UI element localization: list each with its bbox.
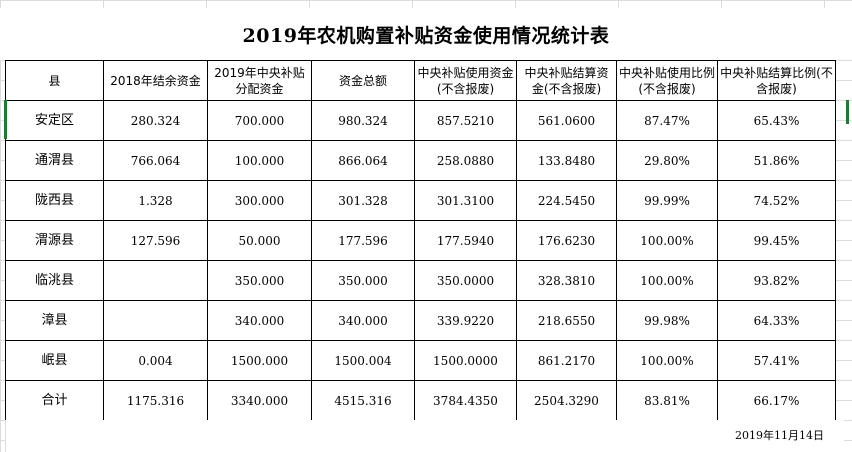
cell-use-ratio[interactable]: 100.00% bbox=[616, 220, 718, 261]
header-used[interactable]: 中央补贴使用资金(不含报废) bbox=[414, 60, 517, 101]
table-row: 陇西县 1.328 300.000 301.328 301.3100 224.5450 99… bbox=[5, 180, 836, 221]
subsidy-table: 县 2018年结余资金 2019年中央补贴分配资金 资金总额 中央补贴使用资金(… bbox=[5, 60, 836, 421]
table-row: 安定区 280.324 700.000 980.324 857.5210 561.0600… bbox=[5, 100, 836, 141]
cell-use-ratio[interactable]: 99.98% bbox=[616, 300, 718, 341]
cell-surplus-2018[interactable]: 1.328 bbox=[103, 180, 208, 221]
cell-settled[interactable]: 224.5450 bbox=[516, 180, 617, 221]
cell-used[interactable]: 177.5940 bbox=[414, 220, 517, 261]
cell-used[interactable]: 350.0000 bbox=[414, 260, 517, 301]
cell-settle-ratio[interactable]: 64.33% bbox=[717, 300, 836, 341]
cell-settle-ratio[interactable]: 74.52% bbox=[717, 180, 836, 221]
cell-allocated-2019[interactable]: 50.000 bbox=[207, 220, 312, 261]
table-title: 2019年农机购置补贴资金使用情况统计表 bbox=[0, 8, 852, 60]
cell-allocated-2019[interactable]: 700.000 bbox=[207, 100, 312, 141]
cell-settle-ratio[interactable]: 57.41% bbox=[717, 340, 836, 381]
header-total[interactable]: 资金总额 bbox=[311, 60, 415, 101]
report-date: 2019年11月14日 bbox=[733, 427, 826, 443]
cell-used[interactable]: 258.0880 bbox=[414, 140, 517, 181]
table-row: 岷县 0.004 1500.000 1500.004 1500.0000 861.2170… bbox=[5, 340, 836, 381]
cell-settle-ratio[interactable]: 93.82% bbox=[717, 260, 836, 301]
cell-settle-ratio[interactable]: 66.17% bbox=[717, 380, 836, 421]
header-settle-ratio[interactable]: 中央补贴结算比例(不含报废) bbox=[717, 60, 836, 101]
cell-used[interactable]: 339.9220 bbox=[414, 300, 517, 341]
cell-settled[interactable]: 176.6230 bbox=[516, 220, 617, 261]
cell-use-ratio[interactable]: 87.47% bbox=[616, 100, 718, 141]
cell-settled[interactable]: 133.8480 bbox=[516, 140, 617, 181]
cell-surplus-2018[interactable] bbox=[103, 300, 208, 341]
cell-surplus-2018[interactable]: 280.324 bbox=[103, 100, 208, 141]
cell-settled[interactable]: 218.6550 bbox=[516, 300, 617, 341]
cell-allocated-2019[interactable]: 1500.000 bbox=[207, 340, 312, 381]
cell-county[interactable]: 渭源县 bbox=[5, 220, 104, 261]
cell-county[interactable]: 通渭县 bbox=[5, 140, 104, 181]
cell-surplus-2018[interactable]: 766.064 bbox=[103, 140, 208, 181]
cell-settled[interactable]: 561.0600 bbox=[516, 100, 617, 141]
cell-allocated-2019[interactable]: 3340.000 bbox=[207, 380, 312, 421]
cell-used[interactable]: 857.5210 bbox=[414, 100, 517, 141]
cell-surplus-2018[interactable] bbox=[103, 260, 208, 301]
cell-total[interactable]: 1500.004 bbox=[311, 340, 415, 381]
table-row: 渭源县 127.596 50.000 177.596 177.5940 176.6230 1… bbox=[5, 220, 836, 261]
cell-total[interactable]: 301.328 bbox=[311, 180, 415, 221]
cell-total[interactable]: 340.000 bbox=[311, 300, 415, 341]
cell-use-ratio[interactable]: 100.00% bbox=[616, 340, 718, 381]
cell-use-ratio[interactable]: 99.99% bbox=[616, 180, 718, 221]
cell-total[interactable]: 350.000 bbox=[311, 260, 415, 301]
table-row: 通渭县 766.064 100.000 866.064 258.0880 133.8480… bbox=[5, 140, 836, 181]
cell-surplus-2018[interactable]: 0.004 bbox=[103, 340, 208, 381]
cell-total[interactable]: 4515.316 bbox=[311, 380, 415, 421]
cell-settled[interactable]: 328.3810 bbox=[516, 260, 617, 301]
cell-used[interactable]: 1500.0000 bbox=[414, 340, 517, 381]
cell-county[interactable]: 陇西县 bbox=[5, 180, 104, 221]
cell-total[interactable]: 177.596 bbox=[311, 220, 415, 261]
cell-settled[interactable]: 2504.3290 bbox=[516, 380, 617, 421]
header-allocated-2019[interactable]: 2019年中央补贴分配资金 bbox=[207, 60, 312, 101]
cell-total[interactable]: 866.064 bbox=[311, 140, 415, 181]
cell-allocated-2019[interactable]: 340.000 bbox=[207, 300, 312, 341]
cell-allocated-2019[interactable]: 300.000 bbox=[207, 180, 312, 221]
cell-total[interactable]: 980.324 bbox=[311, 100, 415, 141]
cell-allocated-2019[interactable]: 100.000 bbox=[207, 140, 312, 181]
cell-settle-ratio[interactable]: 51.86% bbox=[717, 140, 836, 181]
cell-selection-indicator-right bbox=[846, 100, 849, 124]
cell-county[interactable]: 漳县 bbox=[5, 300, 104, 341]
cell-settled[interactable]: 861.2170 bbox=[516, 340, 617, 381]
cell-selection-indicator bbox=[4, 100, 7, 139]
cell-surplus-2018[interactable]: 1175.316 bbox=[103, 380, 208, 421]
cell-county[interactable]: 岷县 bbox=[5, 340, 104, 381]
table-row: 漳县 340.000 340.000 339.9220 218.6550 99.98% 64… bbox=[5, 300, 836, 341]
header-settled[interactable]: 中央补贴结算资金(不含报废) bbox=[516, 60, 617, 101]
cell-surplus-2018[interactable]: 127.596 bbox=[103, 220, 208, 261]
cell-settle-ratio[interactable]: 65.43% bbox=[717, 100, 836, 141]
header-county[interactable]: 县 bbox=[5, 60, 104, 101]
header-surplus-2018[interactable]: 2018年结余资金 bbox=[103, 60, 208, 101]
header-row: 县 2018年结余资金 2019年中央补贴分配资金 资金总额 中央补贴使用资金(… bbox=[5, 60, 836, 101]
cell-use-ratio[interactable]: 83.81% bbox=[616, 380, 718, 421]
cell-used[interactable]: 301.3100 bbox=[414, 180, 517, 221]
cell-county[interactable]: 合计 bbox=[5, 380, 104, 421]
cell-allocated-2019[interactable]: 350.000 bbox=[207, 260, 312, 301]
cell-used[interactable]: 3784.4350 bbox=[414, 380, 517, 421]
header-use-ratio[interactable]: 中央补贴使用比例(不含报废) bbox=[616, 60, 718, 101]
cell-use-ratio[interactable]: 100.00% bbox=[616, 260, 718, 301]
footer-row bbox=[5, 420, 844, 452]
cell-county[interactable]: 临洮县 bbox=[5, 260, 104, 301]
cell-use-ratio[interactable]: 29.80% bbox=[616, 140, 718, 181]
table-row: 临洮县 350.000 350.000 350.0000 328.3810 100.00%… bbox=[5, 260, 836, 301]
cell-settle-ratio[interactable]: 99.45% bbox=[717, 220, 836, 261]
cell-county[interactable]: 安定区 bbox=[5, 100, 104, 141]
total-row: 合计 1175.316 3340.000 4515.316 3784.4350 2504.… bbox=[5, 380, 836, 421]
